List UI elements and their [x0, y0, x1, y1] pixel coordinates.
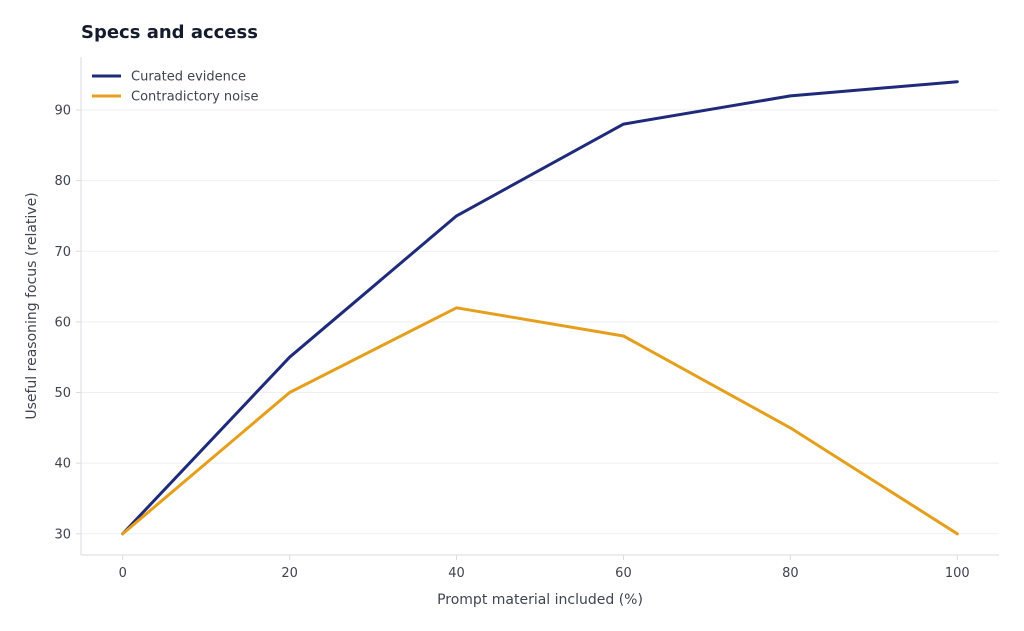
x-tick-label: 60 — [615, 566, 632, 581]
y-tick-label: 60 — [54, 315, 71, 330]
x-tick-label: 40 — [448, 566, 465, 581]
y-tick-label: 50 — [54, 386, 71, 401]
series-lines — [121, 80, 959, 536]
legend-label: Contradictory noise — [131, 90, 259, 105]
y-ticks: 30 40 50 60 70 80 90 — [54, 103, 81, 542]
x-tick-label: 100 — [945, 566, 970, 581]
y-tick-label: 30 — [54, 527, 71, 542]
axes — [80, 57, 999, 556]
y-tick-label: 40 — [54, 457, 71, 472]
y-tick-label: 70 — [54, 245, 71, 260]
x-tick-label: 0 — [119, 566, 127, 581]
series-line-2 — [121, 306, 959, 536]
y-tick-label: 90 — [54, 103, 71, 118]
y-axis-label: Useful reasoning focus (relative) — [24, 192, 40, 419]
chart-title: Specs and access — [81, 22, 258, 43]
legend-label: Curated evidence — [131, 70, 246, 85]
legend: Curated evidence Contradictory noise — [92, 70, 259, 105]
x-tick-label: 80 — [782, 566, 799, 581]
x-ticks: 0 20 40 60 80 100 — [119, 555, 970, 581]
y-tick-label: 80 — [54, 174, 71, 189]
x-tick-label: 20 — [281, 566, 298, 581]
series-line-1 — [121, 80, 959, 536]
x-axis-label: Prompt material included (%) — [437, 592, 643, 608]
